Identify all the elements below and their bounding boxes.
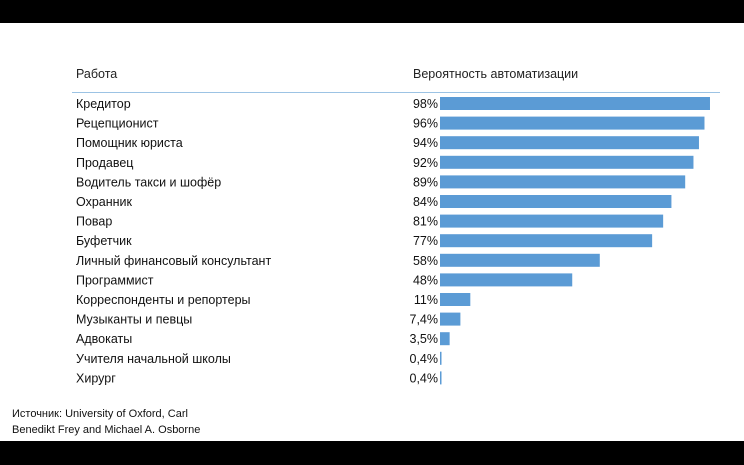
category-label: Программист: [76, 273, 154, 287]
value-label: 98%: [413, 97, 438, 111]
category-label: Водитель такси и шофёр: [76, 175, 221, 189]
bar: [440, 155, 694, 169]
value-label: 94%: [413, 136, 438, 150]
bar: [440, 332, 450, 346]
value-label: 81%: [413, 215, 438, 229]
bar: [440, 371, 442, 385]
bar: [440, 97, 710, 110]
category-label: Хирург: [76, 371, 116, 385]
value-label: 96%: [413, 117, 438, 131]
category-label: Корреспонденты и репортеры: [76, 293, 251, 307]
slide: Работа Вероятность автоматизации Кредито…: [0, 23, 744, 441]
category-label: Кредитор: [76, 97, 131, 111]
value-label: 3,5%: [410, 332, 439, 346]
value-label: 58%: [413, 254, 438, 268]
job-column-header: Работа: [76, 67, 118, 81]
category-label: Охранник: [76, 195, 133, 209]
bar: [440, 293, 471, 306]
value-label: 7,4%: [410, 313, 439, 327]
source-note: Источник: University of Oxford, Carl Ben…: [12, 406, 200, 438]
value-label: 84%: [413, 195, 438, 209]
category-label: Музыканты и певцы: [76, 313, 192, 327]
category-label: Рецепционист: [76, 117, 159, 131]
value-label: 0,4%: [410, 371, 439, 385]
bar: [440, 253, 600, 267]
header-divider: [72, 92, 720, 93]
bar: [440, 116, 705, 130]
source-line-1: Источник: University of Oxford, Carl: [12, 408, 188, 420]
bar: [440, 273, 573, 287]
bar: [440, 136, 699, 150]
category-label: Буфетчик: [76, 234, 132, 248]
value-label: 48%: [413, 273, 438, 287]
category-label: Продавец: [76, 156, 133, 170]
value-label: 89%: [413, 175, 438, 189]
value-label: 0,4%: [410, 352, 439, 366]
bar: [440, 351, 442, 365]
value-label: 11%: [414, 293, 438, 307]
value-label: 77%: [413, 234, 438, 248]
category-label: Помощник юриста: [76, 136, 183, 150]
bar: [440, 195, 672, 208]
automation-bar-chart: Кредитор 98% Рецепционист 96% Помощник юрист…: [76, 97, 710, 385]
source-line-2: Benedikt Frey and Michael A. Osborne: [12, 424, 201, 436]
category-label: Адвокаты: [76, 332, 132, 346]
bar: [440, 214, 664, 228]
bar: [440, 234, 653, 248]
category-label: Личный финансовый консультант: [76, 254, 271, 268]
probability-column-header: Вероятность автоматизации: [413, 67, 579, 81]
category-label: Повар: [76, 215, 112, 229]
bar: [440, 175, 686, 189]
category-label: Учителя начальной школы: [76, 352, 231, 366]
value-label: 92%: [413, 156, 438, 170]
bar: [440, 312, 461, 326]
